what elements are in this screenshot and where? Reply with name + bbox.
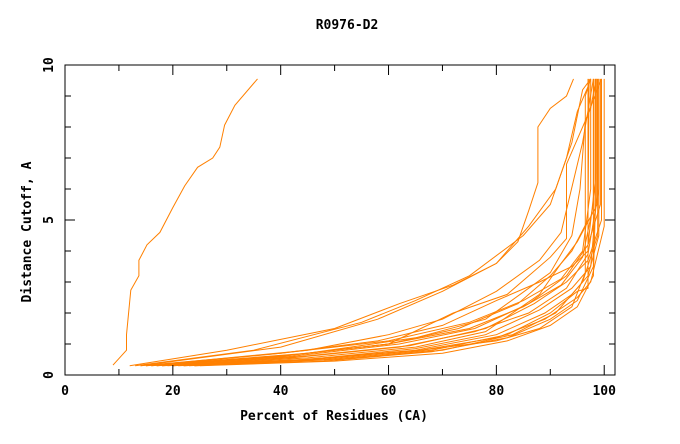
axes-layer: 0 20 40 60 80 100 0 5 10 [42,57,616,399]
x-tick-label: 0 [61,384,69,399]
series-line-20 [162,78,592,367]
series-line-22 [145,78,602,367]
series-line-5 [145,78,594,367]
series-line-3 [135,86,589,367]
series-line-1 [112,78,258,366]
series-line-4 [140,78,592,367]
series-line-2 [129,78,574,367]
series-line-18 [172,78,598,367]
y-axis-label: Distance Cutoff, A [20,161,35,302]
x-axis-label: Percent of Residues (CA) [240,409,428,424]
series-line-16 [140,78,589,367]
series-layer [112,78,605,367]
series-line-19 [183,78,601,367]
x-tick-label: 80 [489,384,505,399]
x-tick-label: 20 [165,384,181,399]
y-tick-label: 0 [42,371,57,379]
series-line-10 [172,78,602,367]
series-line-7 [156,78,594,367]
chart-title: R0976-D2 [316,18,379,33]
x-tick-label: 40 [273,384,289,399]
series-line-21 [194,78,599,367]
y-tick-label: 10 [42,57,57,73]
series-line-13 [188,78,605,367]
series-line-9 [167,78,600,367]
y-tick-label: 5 [42,216,57,224]
series-line-23 [156,78,597,367]
series-line-11 [178,78,597,367]
plot-frame [64,64,616,376]
series-line-15 [199,78,596,367]
series-line-14 [194,78,594,367]
x-tick-label: 100 [592,384,616,399]
x-tick-label: 60 [381,384,397,399]
